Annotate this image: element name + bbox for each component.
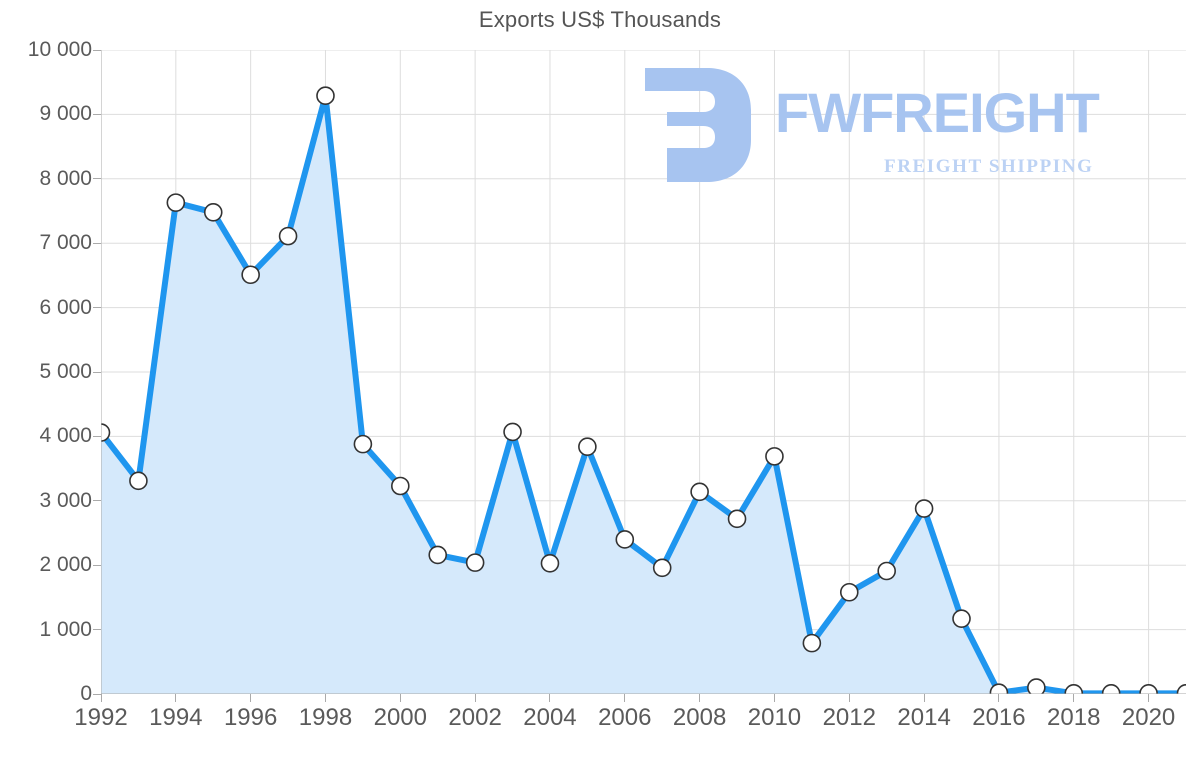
y-axis-tick-mark	[93, 242, 101, 244]
data-point-marker[interactable]	[353, 434, 373, 454]
data-point-marker[interactable]	[1176, 684, 1187, 694]
x-axis-tick-label: 2000	[373, 704, 427, 731]
x-axis-tick-mark	[250, 694, 252, 702]
data-point-marker[interactable]	[316, 86, 335, 106]
y-axis-tick-mark	[93, 435, 101, 437]
x-axis-tick-label: 2004	[523, 704, 577, 731]
x-axis-tick-label: 2006	[598, 704, 652, 731]
data-point-marker[interactable]	[989, 683, 1009, 694]
data-point-marker[interactable]	[802, 633, 822, 653]
y-axis-tick-label: 8 000	[39, 166, 92, 190]
data-point-marker[interactable]	[503, 422, 522, 442]
x-axis-tick-label: 2018	[1047, 704, 1101, 731]
data-point-marker[interactable]	[278, 226, 298, 246]
data-point-marker[interactable]	[877, 561, 896, 581]
series-area	[101, 95, 1186, 694]
data-point-marker[interactable]	[615, 530, 635, 549]
x-axis-tick-mark	[699, 694, 701, 702]
y-axis-tick-label: 4 000	[39, 424, 92, 448]
x-axis-tick-label: 2010	[747, 704, 802, 731]
data-point-marker[interactable]	[101, 423, 111, 442]
plot-area	[101, 50, 1186, 694]
y-axis-tick-mark	[93, 113, 101, 115]
x-axis-tick-label: 2014	[897, 704, 951, 731]
y-axis-tick-mark	[93, 629, 101, 631]
data-point-marker[interactable]	[1027, 678, 1046, 694]
x-axis-tick-mark	[175, 694, 177, 702]
data-point-marker[interactable]	[1101, 684, 1121, 694]
x-axis-tick-mark	[474, 694, 476, 702]
x-axis-tick-mark	[324, 694, 326, 702]
y-axis-tick-label: 2 000	[39, 553, 92, 577]
data-point-marker[interactable]	[839, 582, 859, 602]
y-axis-tick-mark	[93, 500, 101, 502]
x-axis-tick-label: 2008	[672, 704, 727, 731]
data-point-marker[interactable]	[129, 471, 148, 491]
y-axis-tick-label: 5 000	[39, 360, 92, 383]
chart-title: Exports US$ Thousands	[478, 7, 722, 32]
data-point-marker[interactable]	[391, 476, 410, 496]
data-point-marker[interactable]	[166, 193, 186, 212]
x-axis-tick-label: 1992	[74, 704, 128, 731]
data-point-marker[interactable]	[765, 447, 784, 466]
y-axis-tick-label: 7 000	[39, 231, 92, 255]
y-axis-tick-mark	[93, 693, 101, 695]
y-axis-tick-mark	[93, 178, 101, 180]
x-axis-tick-label: 1998	[298, 704, 353, 731]
data-point-marker[interactable]	[1064, 684, 1084, 694]
x-axis-tick-mark	[549, 694, 551, 702]
data-point-marker[interactable]	[1139, 684, 1158, 694]
data-point-marker[interactable]	[203, 202, 223, 222]
y-axis-tick-label: 10 000	[27, 38, 92, 61]
data-point-marker[interactable]	[690, 482, 709, 502]
data-point-marker[interactable]	[952, 609, 971, 628]
y-axis-tick-mark	[93, 371, 101, 373]
data-point-marker[interactable]	[241, 265, 260, 285]
x-axis-tick-mark	[773, 694, 775, 702]
data-point-marker[interactable]	[465, 553, 485, 572]
data-point-marker[interactable]	[540, 553, 560, 573]
x-axis-tick-mark	[399, 694, 401, 702]
x-axis-tick-mark	[1073, 694, 1075, 702]
x-axis-tick-label: 1996	[223, 704, 278, 731]
y-axis-tick-label: 0	[80, 682, 92, 705]
x-axis-tick-mark	[624, 694, 626, 702]
data-point-marker[interactable]	[578, 437, 597, 457]
data-markers	[101, 86, 1187, 694]
x-axis-tick-label: 2020	[1121, 704, 1176, 731]
chart-svg	[101, 50, 1186, 694]
y-axis-tick-label: 6 000	[39, 295, 92, 319]
x-axis-tick-label: 2016	[972, 704, 1026, 731]
x-axis-tick-mark	[1148, 694, 1150, 702]
y-axis-tick-mark	[93, 564, 101, 566]
y-axis-tick-mark	[93, 307, 101, 309]
y-axis-tick-label: 1 000	[39, 617, 92, 641]
x-axis-tick-mark	[100, 694, 102, 702]
x-axis-tick-label: 1994	[149, 704, 203, 731]
x-axis-tick-label: 2012	[822, 704, 876, 731]
x-axis-tick-mark	[923, 694, 925, 702]
area-fill	[101, 95, 1186, 694]
data-point-marker[interactable]	[428, 545, 448, 565]
data-point-marker[interactable]	[652, 558, 672, 578]
x-axis-tick-mark	[998, 694, 1000, 702]
y-axis-tick-label: 3 000	[39, 488, 92, 512]
y-axis-tick-mark	[93, 49, 101, 51]
y-axis-tick-label: 9 000	[39, 102, 92, 126]
x-axis-tick-mark	[848, 694, 850, 702]
data-point-marker[interactable]	[914, 499, 934, 518]
x-axis-tick-label: 2002	[448, 704, 502, 731]
data-point-marker[interactable]	[727, 509, 747, 529]
